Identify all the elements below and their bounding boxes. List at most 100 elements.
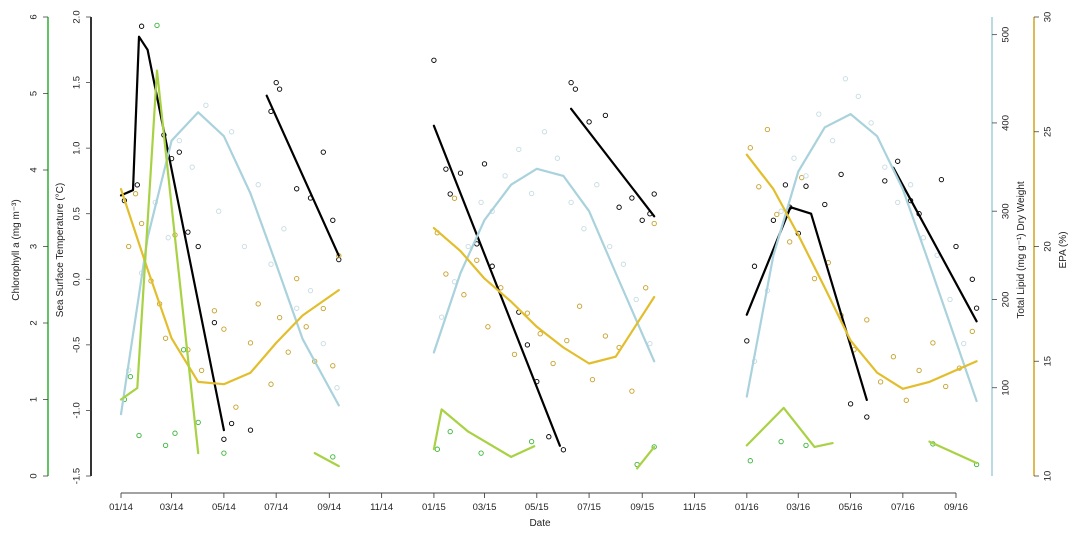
sst-data-point (572, 86, 579, 92)
sst-data-point (882, 178, 888, 184)
sst-trend-line (745, 206, 868, 401)
sst-data-point (782, 182, 789, 188)
lipid-data-point (465, 243, 471, 250)
lipid-data-point (334, 385, 340, 391)
lipid-trend-line (119, 111, 340, 416)
sst-tick-label: 0.5 (72, 207, 83, 220)
chlorophyll-data-point (330, 454, 336, 460)
sst-trend-line (119, 35, 225, 432)
x-tick-label: 03/14 (160, 502, 184, 513)
epa-data-point (602, 333, 609, 339)
lipid-data-point (947, 296, 953, 303)
chlorophyll-data-point (136, 432, 142, 439)
lipid-data-point (855, 93, 861, 100)
epa-axis-label: EPA (%) (1058, 231, 1069, 268)
sst-data-point (330, 217, 336, 223)
lipid-tick-label: 200 (1001, 292, 1012, 308)
chlorophyll-data-point (127, 373, 134, 380)
chlorophyll-axis-label: Chlorophyll a (mg m⁻³) (11, 199, 22, 300)
sst-trend-line (892, 166, 978, 323)
epa-data-point (233, 404, 239, 410)
lipid-data-point (554, 155, 561, 161)
epa-data-point (916, 367, 922, 374)
sst-data-point (651, 191, 657, 197)
sst-data-point (443, 166, 449, 172)
lipid-data-point (255, 182, 261, 188)
chlorophyll-data-point (221, 450, 227, 456)
epa-data-point (198, 367, 205, 374)
x-tick-label: 05/14 (212, 502, 236, 513)
epa-data-point (756, 184, 762, 190)
sst-data-point (336, 256, 342, 263)
epa-data-point (564, 337, 570, 344)
chlorophyll-data-point (528, 438, 535, 445)
epa-data-point (138, 220, 145, 227)
epa-data-point (799, 174, 805, 181)
epa-data-point (285, 349, 291, 355)
epa-data-point (864, 317, 870, 323)
epa-data-point (877, 379, 884, 385)
lipid-data-point (829, 137, 836, 144)
lipid-data-point (568, 199, 574, 206)
epa-data-point (162, 335, 169, 341)
sst-tick-label: -0.5 (72, 337, 83, 353)
x-tick-label: 09/14 (317, 502, 341, 513)
sst-data-point (481, 161, 488, 167)
sst-data-point (457, 170, 464, 176)
sst-tick-label: 1.0 (72, 142, 83, 155)
lipid-data-point (203, 102, 209, 108)
sst-data-point (751, 263, 758, 269)
epa-tick-label: 30 (1043, 12, 1054, 23)
epa-data-point (764, 126, 771, 133)
lipid-data-point (189, 164, 195, 170)
lipid-data-point (294, 305, 300, 311)
sst-data-point (447, 191, 453, 197)
lipid-data-point (516, 146, 522, 153)
lipid-data-point (647, 340, 653, 347)
lipid-data-point (241, 243, 248, 250)
sst-data-point (969, 276, 975, 282)
sst-data-point (273, 79, 279, 86)
lipid-data-point (934, 252, 940, 258)
sst-data-point (770, 217, 777, 223)
sst-data-point (838, 171, 844, 178)
lipid-data-point (581, 226, 587, 232)
sst-data-point (895, 158, 901, 164)
epa-data-point (524, 310, 531, 316)
lipid-tick-label: 500 (1001, 27, 1012, 43)
lipid-data-point (882, 164, 888, 170)
trend-lines (119, 35, 978, 470)
lipid-data-point (842, 76, 849, 82)
lipid-trend-line (745, 112, 978, 403)
epa-data-point (537, 331, 543, 337)
sst-data-point (138, 23, 145, 29)
epa-data-point (211, 308, 218, 314)
epa-data-point (320, 305, 326, 312)
sst-data-point (276, 86, 283, 92)
epa-trend-line (432, 227, 656, 365)
chlorophyll-data-point (180, 347, 187, 353)
chlorophyll-data-point (778, 438, 784, 445)
lipid-data-point (281, 226, 287, 232)
sst-data-point (822, 201, 828, 208)
lipid-data-point (268, 261, 274, 267)
chlorophyll-data-point (172, 430, 178, 436)
x-tick-label: 09/16 (944, 502, 968, 513)
lipid-tick-label: 400 (1001, 115, 1012, 131)
lipid-data-point (816, 111, 822, 117)
lipid-tick-label: 300 (1001, 203, 1012, 219)
epa-data-point (126, 243, 132, 250)
chlorophyll-data-point (651, 444, 657, 450)
sst-data-point (560, 447, 567, 453)
chlorophyll-data-point (478, 450, 484, 456)
lipid-data-point (307, 287, 314, 294)
chlorophyll-tick-label: 0 (29, 473, 40, 478)
lipid-data-point (961, 340, 967, 347)
sst-data-point (195, 243, 201, 250)
sst-data-point (431, 57, 437, 63)
lipid-data-point (920, 235, 927, 241)
x-tick-label: 01/16 (735, 502, 759, 513)
sst-data-point (864, 414, 870, 420)
x-tick-label: 07/16 (891, 502, 915, 513)
epa-data-point (890, 354, 897, 360)
